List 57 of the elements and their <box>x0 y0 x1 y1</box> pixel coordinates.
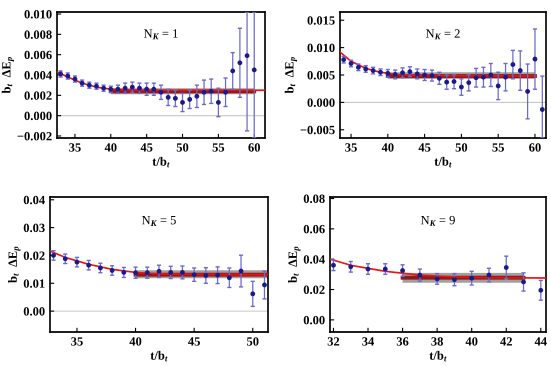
x-tick-label: 38 <box>431 337 443 346</box>
y-tick-label: 0.02 <box>304 286 325 294</box>
x-tick-label: 40 <box>382 143 394 152</box>
x-tick-label: 40 <box>466 337 478 346</box>
x-tick-label: 35 <box>71 337 83 346</box>
x-tick-label: 55 <box>492 143 504 152</box>
y-tick-label: 0.00 <box>304 316 325 324</box>
y-tick-label: −0.002 <box>18 132 52 140</box>
x-tick-label: 35 <box>69 143 81 152</box>
y-tick-label: 0.015 <box>307 16 335 25</box>
x-tick-label: 34 <box>362 337 374 346</box>
y-tick-label: 0.01 <box>24 279 44 288</box>
y-tick-label: 0.00 <box>24 307 45 316</box>
x-axis-title: t/b$_{t}$ <box>434 156 452 168</box>
x-tick-label: 60 <box>529 143 541 152</box>
x-tick-label: 32 <box>328 337 340 346</box>
y-tick-label: 0.010 <box>307 44 335 52</box>
y-tick-label: 0.004 <box>24 71 52 80</box>
x-tick-label: 36 <box>396 337 408 346</box>
y-tick-label: 0.04 <box>304 255 325 264</box>
y-tick-label: 0.08 <box>304 194 325 204</box>
x-axis-title: t/b$_{t}$ <box>429 350 447 362</box>
y-tick-label: 0.006 <box>24 50 52 60</box>
x-tick-label: 55 <box>212 143 224 152</box>
y-axis-title: b$_{t}$ ΔE$_{p}$ <box>288 246 300 283</box>
y-tick-label: 0.04 <box>24 196 45 204</box>
y-axis-title: b$_{t}$ ΔE$_{p}$ <box>2 57 14 94</box>
annotation: N$_{K}$ = 1 <box>144 29 178 40</box>
x-tick-label: 50 <box>247 337 259 346</box>
y-tick-label: 0.010 <box>24 10 52 19</box>
x-tick-label: 45 <box>140 143 152 152</box>
y-tick-label: 0.008 <box>24 30 52 39</box>
y-tick-label: 0.06 <box>304 224 325 234</box>
x-tick-label: 50 <box>176 143 188 152</box>
y-axis-title: b$_{t}$ ΔE$_{p}$ <box>8 246 20 283</box>
y-axis-title: b$_{t}$ ΔE$_{p}$ <box>284 57 297 94</box>
y-tick-label: −0.005 <box>300 126 335 134</box>
x-tick-label: 35 <box>345 143 357 152</box>
x-tick-label: 40 <box>129 337 142 346</box>
x-axis-title: t/b$_{t}$ <box>152 156 170 168</box>
y-tick-label: 0.005 <box>307 71 335 80</box>
x-tick-label: 44 <box>534 337 547 346</box>
x-tick-label: 60 <box>248 143 260 152</box>
y-tick-label: 0.002 <box>24 91 52 100</box>
x-axis-title: t/b$_{t}$ <box>150 350 168 362</box>
annotation: N$_{K}$ = 9 <box>420 216 455 226</box>
x-tick-label: 45 <box>418 143 430 152</box>
y-tick-label: 0.03 <box>24 224 45 232</box>
y-tick-label: 0.000 <box>307 98 335 107</box>
x-tick-label: 50 <box>456 143 468 152</box>
annotation: N$_{K}$ = 2 <box>426 29 460 40</box>
annotation: N$_{K}$ = 5 <box>142 216 176 226</box>
x-tick-label: 42 <box>500 337 512 346</box>
x-tick-label: 40 <box>104 143 117 152</box>
y-tick-label: 0.000 <box>24 112 52 120</box>
y-tick-label: 0.02 <box>24 251 45 260</box>
x-tick-label: 45 <box>188 337 200 346</box>
